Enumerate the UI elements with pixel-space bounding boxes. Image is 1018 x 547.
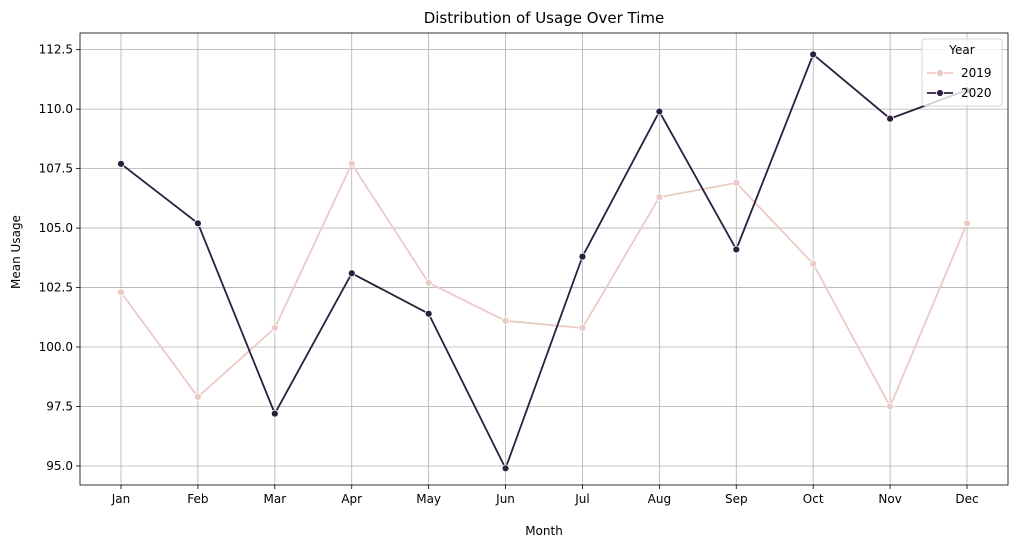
data-point xyxy=(424,278,433,287)
data-point xyxy=(194,219,202,228)
y-tick-label: 107.5 xyxy=(39,162,73,176)
data-point xyxy=(347,159,356,168)
y-tick-label: 95.0 xyxy=(46,459,73,473)
x-tick-label: Dec xyxy=(955,492,978,506)
x-tick-label: Jan xyxy=(111,492,131,506)
legend-marker xyxy=(936,89,944,97)
data-point xyxy=(501,464,510,473)
data-point xyxy=(578,324,587,332)
x-tick-label: May xyxy=(416,492,441,506)
x-tick-label: Mar xyxy=(263,492,286,506)
y-tick-label: 100.0 xyxy=(39,340,73,354)
data-point xyxy=(117,288,125,297)
legend-item: 2019 xyxy=(927,66,992,80)
y-axis-ticks: 95.0 97.5 100.0 102.5 105.0 107.5 110.0 112.5 xyxy=(39,43,80,473)
x-tick-label: Apr xyxy=(341,492,362,506)
legend: Year 2019 2020 xyxy=(921,38,1003,107)
data-point xyxy=(501,316,510,325)
legend-label: 2020 xyxy=(961,86,992,100)
data-point xyxy=(578,252,587,261)
y-axis-label: Mean Usage xyxy=(9,215,23,289)
x-axis-label: Month xyxy=(525,524,563,538)
data-point xyxy=(270,409,279,418)
y-tick-label: 105.0 xyxy=(39,221,73,235)
series-2019 xyxy=(117,159,971,411)
y-tick-label: 110.0 xyxy=(39,102,73,116)
series-lines xyxy=(117,50,971,473)
x-tick-label: Jul xyxy=(574,492,589,506)
x-tick-label: Nov xyxy=(878,492,901,506)
series-line xyxy=(120,162,968,408)
x-tick-label: Feb xyxy=(187,492,208,506)
x-tick-label: Oct xyxy=(803,492,824,506)
legend-item: 2020 xyxy=(927,86,992,100)
data-point xyxy=(270,324,279,332)
data-point xyxy=(886,402,894,411)
series-2020 xyxy=(117,50,971,473)
data-point xyxy=(809,50,818,59)
data-point xyxy=(194,393,202,401)
legend-marker xyxy=(936,69,944,77)
x-tick-label: Sep xyxy=(725,492,748,506)
legend-items: 2019 2020 xyxy=(927,66,992,100)
x-axis-ticks: Jan Feb Mar Apr May Jun Jul Aug Sep Oct Nov Dec xyxy=(111,485,979,506)
legend-title: Year xyxy=(948,43,974,57)
x-tick-label: Jun xyxy=(495,492,515,506)
series-line xyxy=(120,53,968,470)
legend-box xyxy=(921,38,1003,107)
data-point xyxy=(117,159,125,168)
data-point xyxy=(963,219,971,228)
data-point xyxy=(809,259,818,268)
data-point xyxy=(886,114,894,123)
data-point xyxy=(732,178,741,187)
legend-label: 2019 xyxy=(961,66,992,80)
grid-lines xyxy=(80,33,1008,485)
y-tick-label: 97.5 xyxy=(46,399,73,413)
plot-frame xyxy=(79,32,1009,486)
data-point xyxy=(347,269,356,278)
data-point xyxy=(655,193,664,202)
data-point xyxy=(655,107,664,116)
x-tick-label: Aug xyxy=(648,492,671,506)
data-point xyxy=(732,245,741,254)
chart-title: Distribution of Usage Over Time xyxy=(424,9,665,27)
y-tick-label: 112.5 xyxy=(39,43,73,57)
y-tick-label: 102.5 xyxy=(39,281,73,295)
data-point xyxy=(424,309,433,318)
